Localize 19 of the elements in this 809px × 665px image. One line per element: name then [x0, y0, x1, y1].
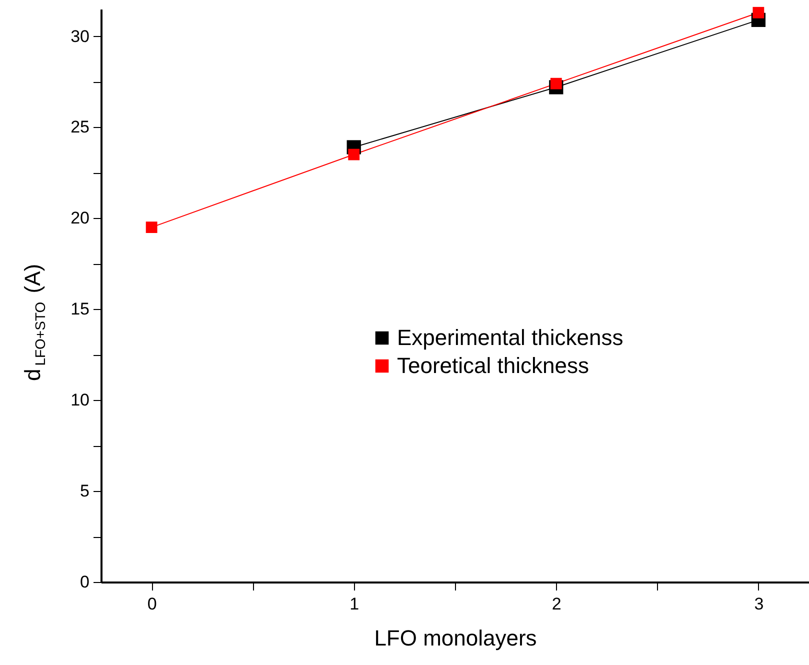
y-tick-label: 0 [80, 572, 90, 592]
x-tick-label: 2 [552, 594, 562, 614]
legend-label: Teoretical thickness [397, 353, 589, 378]
point [348, 148, 360, 160]
y-tick-label: 25 [70, 118, 90, 137]
point [146, 222, 158, 233]
x-tick-label: 0 [147, 594, 157, 614]
y-axis-title: dLFO+STO(A) [20, 264, 48, 381]
x-tick-label: 1 [350, 594, 360, 614]
point [752, 6, 764, 18]
y-tick-label: 10 [70, 390, 90, 410]
y-tick-label: 15 [70, 300, 90, 319]
point [550, 78, 562, 90]
y-tick-label: 30 [70, 26, 90, 46]
x-tick-label: 3 [754, 594, 764, 614]
x-axis-title: LFO monolayers [374, 626, 537, 650]
y-tick-label: 5 [80, 482, 90, 501]
legend-label: Experimental thickenss [397, 325, 624, 350]
y-tick-label: 20 [70, 208, 90, 228]
